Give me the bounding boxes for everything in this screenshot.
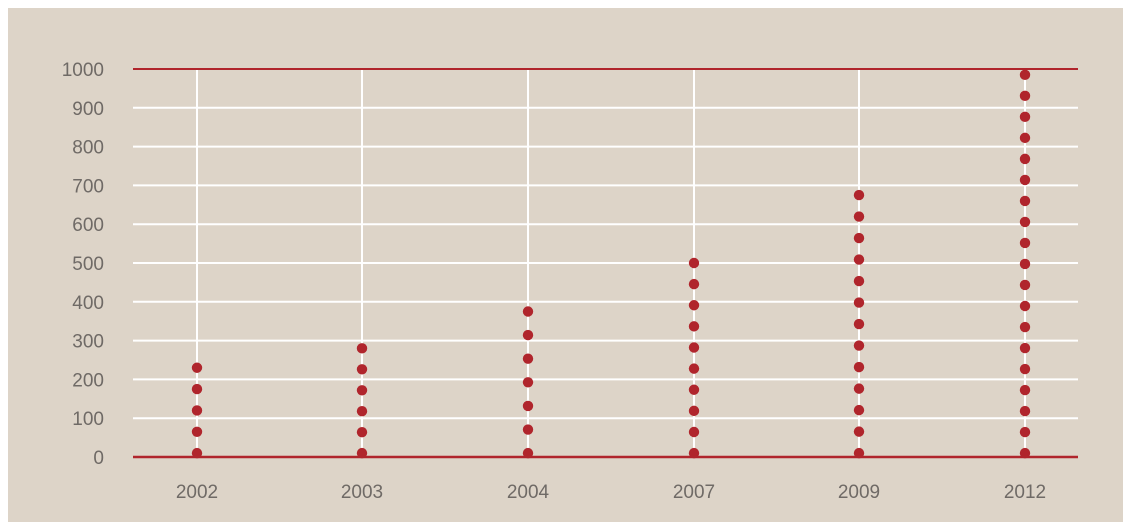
y-tick-label: 700 <box>72 176 104 197</box>
data-dot-2012 <box>1019 111 1031 123</box>
data-dot-2009 <box>853 340 865 351</box>
x-tick-label-2004: 2004 <box>507 482 550 503</box>
data-dot-2012 <box>1019 447 1031 459</box>
data-dot-2012 <box>1019 342 1031 354</box>
reference-lines <box>133 68 1078 459</box>
data-dot-2007 <box>688 278 700 290</box>
data-dot-2009 <box>853 189 865 201</box>
y-tick-label: 1000 <box>62 60 104 81</box>
data-dot-2002 <box>191 362 203 373</box>
data-dot-2012 <box>1019 363 1031 375</box>
data-dot-2004 <box>522 400 534 412</box>
data-dot-2009 <box>853 318 865 330</box>
y-tick-label: 300 <box>72 332 104 353</box>
data-dot-2012 <box>1019 132 1031 144</box>
data-dot-2007 <box>688 426 700 438</box>
data-dot-2007 <box>688 342 700 353</box>
data-dot-2003 <box>356 343 368 354</box>
x-tick-label-2012: 2012 <box>1004 482 1046 503</box>
data-dot-2007 <box>688 321 700 332</box>
data-dot-2007 <box>688 363 700 374</box>
y-tick-label: 400 <box>72 293 104 314</box>
data-dot-2004 <box>522 329 534 341</box>
y-tick-label: 0 <box>93 448 104 469</box>
data-dot-2002 <box>191 447 203 459</box>
data-dots <box>191 69 1031 459</box>
data-dot-2012 <box>1019 174 1031 186</box>
data-dot-2002 <box>191 383 203 395</box>
x-tick-label-2007: 2007 <box>673 482 715 503</box>
data-dot-2003 <box>356 406 368 417</box>
data-dot-2003 <box>356 385 368 396</box>
x-tick-label-2002: 2002 <box>176 482 218 503</box>
y-tick-label: 100 <box>72 409 104 430</box>
data-dot-2009 <box>853 211 865 222</box>
data-dot-2002 <box>191 405 203 416</box>
data-dot-2007 <box>688 384 700 395</box>
data-dot-2004 <box>522 377 534 388</box>
data-dot-2009 <box>853 232 865 244</box>
data-dot-2004 <box>522 424 534 435</box>
x-tick-label-2003: 2003 <box>341 482 383 503</box>
data-dot-2012 <box>1019 384 1031 396</box>
y-tick-label: 200 <box>72 370 104 391</box>
data-dot-2003 <box>356 364 368 375</box>
data-dot-2007 <box>688 405 700 417</box>
data-dot-2009 <box>853 254 865 265</box>
x-axis-tick-labels: 2002 2003 2004 2007 2009 2012 <box>176 482 1046 503</box>
data-dot-2002 <box>191 426 203 437</box>
data-dot-2009 <box>853 275 865 287</box>
data-dot-2009 <box>853 297 865 308</box>
chart-panel: 0 100 200 300 400 500 600 700 800 900 1000 2002 200… <box>8 8 1123 522</box>
data-dot-2012 <box>1019 405 1031 417</box>
data-dot-2009 <box>853 447 865 459</box>
data-dot-2012 <box>1019 90 1031 102</box>
y-tick-label: 600 <box>72 215 104 236</box>
data-dot-2004 <box>522 447 534 459</box>
data-dot-2003 <box>356 426 368 438</box>
y-tick-label: 900 <box>72 99 104 120</box>
data-dot-2004 <box>522 306 534 317</box>
data-dot-2012 <box>1019 321 1031 333</box>
y-axis-tick-labels: 0 100 200 300 400 500 600 700 800 900 1000 <box>62 60 104 469</box>
data-dot-2009 <box>853 404 865 416</box>
grid-lines <box>133 106 1078 420</box>
x-tick-label-2009: 2009 <box>838 482 880 503</box>
y-tick-label: 500 <box>72 254 104 275</box>
data-dot-2007 <box>688 447 700 459</box>
data-dot-2012 <box>1019 426 1031 438</box>
data-dot-2012 <box>1019 216 1031 228</box>
data-dot-2003 <box>356 447 368 459</box>
data-dot-2009 <box>853 383 865 394</box>
data-dot-2004 <box>522 353 534 364</box>
data-dot-2012 <box>1019 237 1031 249</box>
data-dot-2007 <box>688 300 700 311</box>
data-dot-2009 <box>853 361 865 373</box>
y-tick-label: 800 <box>72 138 104 159</box>
data-dot-2012 <box>1019 69 1031 81</box>
data-dot-2009 <box>853 426 865 437</box>
data-dot-2012 <box>1019 258 1031 270</box>
data-dot-2012 <box>1019 300 1031 312</box>
data-dot-2007 <box>688 257 700 269</box>
data-dot-2012 <box>1019 195 1031 207</box>
data-dot-2012 <box>1019 279 1031 291</box>
data-dot-2012 <box>1019 153 1031 165</box>
